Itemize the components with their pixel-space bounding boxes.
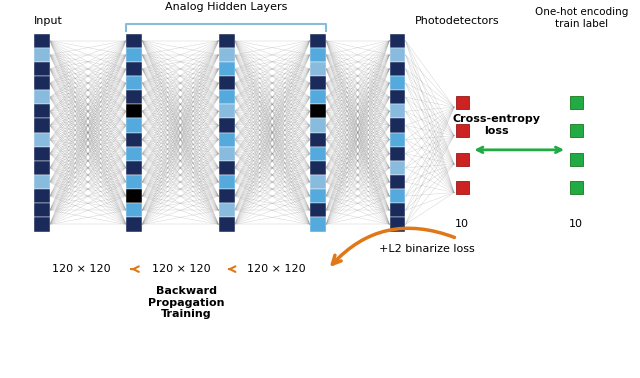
Bar <box>390 133 405 147</box>
Bar <box>390 161 405 175</box>
Bar <box>310 175 326 189</box>
Bar <box>126 203 142 217</box>
Bar <box>126 48 142 62</box>
Bar <box>219 76 234 90</box>
Bar <box>456 96 468 108</box>
Bar <box>570 181 583 194</box>
Bar <box>390 62 405 76</box>
Bar <box>34 147 50 161</box>
Text: Input: Input <box>34 15 63 26</box>
Bar <box>310 104 326 118</box>
Bar <box>310 161 326 175</box>
Text: Photodetectors: Photodetectors <box>415 15 499 26</box>
Text: Backward
Propagation
Training: Backward Propagation Training <box>148 286 225 319</box>
Bar <box>126 76 142 90</box>
Bar <box>570 96 583 108</box>
Bar <box>126 217 142 231</box>
Bar <box>34 90 50 104</box>
Bar <box>310 48 326 62</box>
Bar <box>390 90 405 104</box>
Bar <box>219 118 234 133</box>
Bar <box>390 34 405 48</box>
Bar <box>390 118 405 133</box>
Bar <box>456 153 468 166</box>
Bar <box>219 161 234 175</box>
Bar <box>219 34 234 48</box>
Bar <box>34 217 50 231</box>
Text: 10: 10 <box>455 218 469 229</box>
Bar <box>456 181 468 194</box>
Bar <box>310 147 326 161</box>
Bar <box>310 34 326 48</box>
Bar <box>126 104 142 118</box>
Bar <box>390 189 405 203</box>
Bar <box>219 203 234 217</box>
Bar <box>390 175 405 189</box>
Bar <box>34 118 50 133</box>
Bar <box>310 189 326 203</box>
Bar <box>126 133 142 147</box>
Bar <box>34 161 50 175</box>
Bar <box>310 217 326 231</box>
Bar <box>34 189 50 203</box>
Bar <box>219 104 234 118</box>
Bar <box>310 203 326 217</box>
Text: 10: 10 <box>570 218 583 229</box>
Bar <box>219 90 234 104</box>
Bar <box>34 62 50 76</box>
Bar <box>310 118 326 133</box>
Text: Analog Hidden Layers: Analog Hidden Layers <box>165 2 287 12</box>
Bar <box>390 104 405 118</box>
Text: 120 × 120: 120 × 120 <box>247 264 305 274</box>
Bar <box>390 147 405 161</box>
Bar <box>126 147 142 161</box>
Bar <box>126 175 142 189</box>
Bar <box>34 48 50 62</box>
Text: +L2 binarize loss: +L2 binarize loss <box>380 244 475 254</box>
Bar <box>126 34 142 48</box>
Bar <box>390 76 405 90</box>
Bar <box>126 161 142 175</box>
Bar <box>570 153 583 166</box>
Bar <box>310 133 326 147</box>
Bar <box>310 76 326 90</box>
Bar <box>34 104 50 118</box>
Bar <box>126 118 142 133</box>
Text: Cross-entropy
loss: Cross-entropy loss <box>452 114 540 136</box>
Text: 120 × 120: 120 × 120 <box>152 264 210 274</box>
Bar <box>34 175 50 189</box>
Bar <box>219 175 234 189</box>
Bar <box>34 34 50 48</box>
Bar <box>310 90 326 104</box>
Bar <box>390 217 405 231</box>
Bar <box>126 90 142 104</box>
Bar <box>390 203 405 217</box>
Bar <box>219 62 234 76</box>
Bar <box>456 124 468 137</box>
Bar <box>390 48 405 62</box>
Bar <box>126 189 142 203</box>
Bar <box>34 133 50 147</box>
Text: 120 × 120: 120 × 120 <box>52 264 111 274</box>
Bar <box>126 62 142 76</box>
Bar <box>219 147 234 161</box>
Bar <box>34 203 50 217</box>
Bar <box>219 189 234 203</box>
Bar <box>570 124 583 137</box>
Bar <box>219 133 234 147</box>
Bar <box>219 217 234 231</box>
Bar <box>219 48 234 62</box>
Text: One-hot encoding
train label: One-hot encoding train label <box>534 7 628 29</box>
Bar <box>310 62 326 76</box>
Bar <box>34 76 50 90</box>
